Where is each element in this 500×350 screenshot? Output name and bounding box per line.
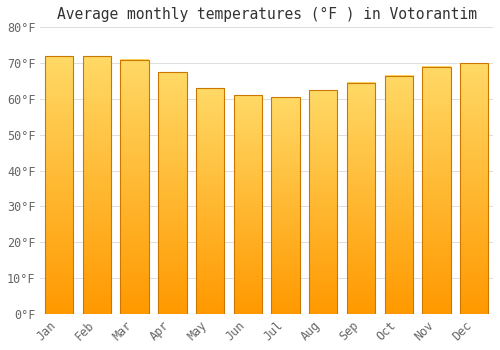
Bar [460,63,488,314]
Bar [309,90,338,314]
Bar [384,76,413,314]
Bar [120,60,149,314]
Bar [45,56,74,314]
Bar [422,67,450,314]
Bar [234,95,262,314]
Bar [196,88,224,314]
Bar [347,83,375,314]
Bar [272,97,299,314]
Bar [158,72,186,314]
Bar [83,56,111,314]
Title: Average monthly temperatures (°F ) in Votorantim: Average monthly temperatures (°F ) in Vo… [56,7,476,22]
